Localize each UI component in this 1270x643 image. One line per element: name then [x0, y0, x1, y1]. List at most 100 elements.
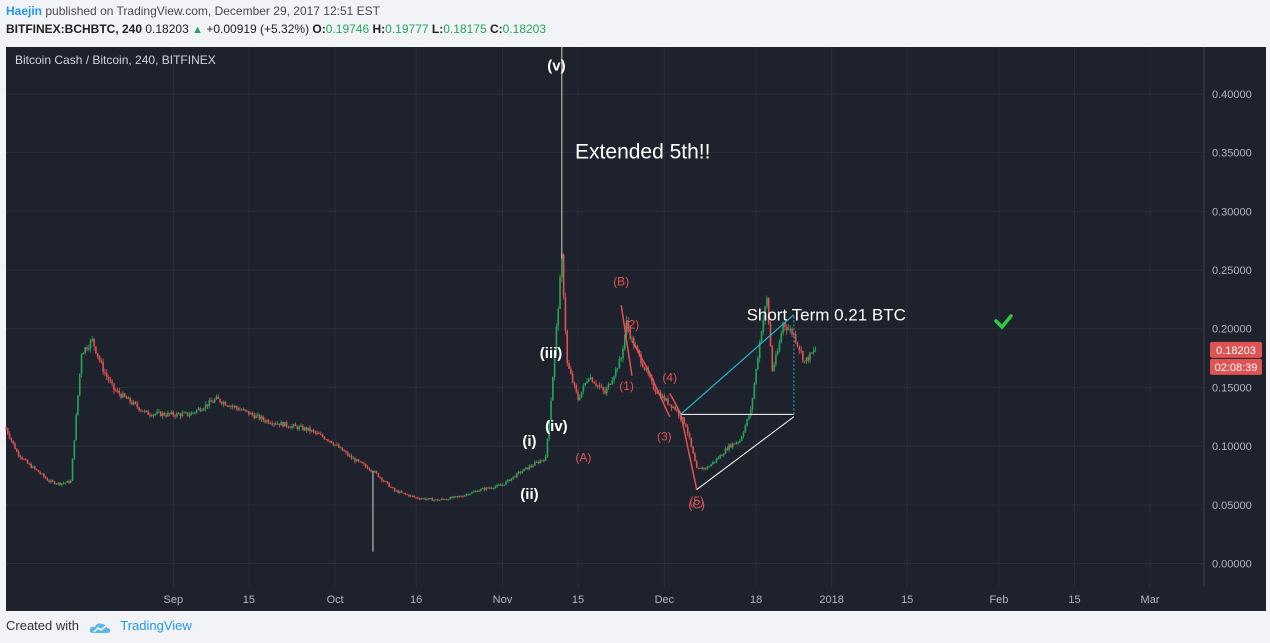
candle-body	[309, 427, 311, 432]
candle-body	[440, 498, 443, 500]
candle-body	[359, 461, 362, 463]
candle-body	[523, 468, 525, 472]
current-price-tag	[1210, 341, 1262, 358]
candle-body	[686, 426, 689, 434]
wave-annotation: (ii)	[520, 486, 538, 503]
up-arrow-icon: ▲	[192, 24, 203, 36]
candle-body	[773, 364, 775, 371]
candle-body	[706, 466, 709, 469]
candle-body	[730, 444, 732, 448]
candle-body	[800, 350, 802, 352]
candle-body	[363, 463, 365, 465]
candle-body	[318, 432, 320, 435]
candle-body	[107, 376, 110, 381]
high-label: H:	[372, 22, 386, 36]
wave-annotation: (iv)	[545, 418, 568, 435]
x-tick-label: 15	[901, 594, 913, 606]
candle-body	[327, 439, 329, 441]
candle-body	[84, 347, 86, 353]
candle-body	[514, 476, 516, 478]
candle-body	[222, 402, 225, 405]
candle-body	[498, 484, 500, 486]
candle-body	[541, 460, 543, 462]
candle-body	[96, 353, 99, 357]
candle-body	[728, 444, 730, 451]
candle-body	[679, 416, 682, 419]
candle-body	[172, 412, 175, 416]
candle-body	[588, 378, 590, 382]
candle-body	[113, 383, 115, 391]
candle-body	[140, 410, 142, 412]
candle-body	[258, 414, 261, 420]
candle-body	[645, 368, 648, 370]
candle-body	[379, 476, 381, 478]
wave-annotation: (1)	[619, 379, 634, 393]
candle-body	[735, 442, 738, 445]
candle-body	[553, 350, 556, 378]
created-with-label: Created with	[6, 618, 79, 633]
candle-body	[703, 467, 705, 470]
open-label: O:	[312, 22, 326, 36]
candle-body	[789, 329, 792, 331]
candle-body	[731, 443, 734, 448]
candle-body	[420, 498, 423, 500]
candle-body	[517, 471, 520, 473]
candle-body	[622, 348, 624, 359]
price-chart[interactable]: 0.00000 0.05000 0.10000 0.15000 0.20000 0.250…	[0, 40, 1270, 612]
triangle-line	[696, 416, 795, 490]
candle-body	[598, 385, 601, 387]
candle-body	[539, 460, 542, 464]
candle-body	[111, 381, 113, 384]
candle-body	[78, 373, 81, 396]
candle-body	[589, 377, 592, 379]
candle-body	[260, 416, 263, 420]
candle-body	[476, 491, 479, 493]
candle-body	[697, 468, 700, 470]
plot-background	[6, 47, 1204, 587]
candle-body	[190, 412, 193, 416]
candle-body	[159, 411, 162, 417]
candle-body	[481, 488, 484, 490]
candle-body	[577, 391, 579, 400]
candle-body	[426, 499, 428, 501]
tradingview-link[interactable]: TradingView	[120, 618, 192, 633]
y-tick-label: 0.05000	[1212, 500, 1252, 512]
candle-body	[62, 483, 65, 485]
wave-annotation: (i)	[522, 433, 536, 450]
candle-body	[713, 461, 716, 463]
candle-body	[123, 393, 126, 397]
candle-body	[188, 415, 191, 417]
candle-body	[807, 357, 810, 361]
candle-body	[233, 406, 236, 408]
candle-body	[120, 394, 122, 398]
candle-body	[762, 319, 765, 332]
chart-title: Bitcoin Cash / Bitcoin, 240, BITFINEX	[15, 53, 216, 67]
candle-body	[742, 432, 745, 437]
candle-body	[48, 480, 50, 483]
candle-body	[17, 451, 20, 456]
candle-body	[665, 398, 667, 401]
candle-body	[579, 397, 581, 400]
candle-body	[388, 482, 390, 487]
candle-body	[278, 423, 281, 426]
candle-body	[316, 432, 318, 434]
candle-body	[766, 298, 768, 307]
symbol-label: BITFINEX:BCHBTC, 240	[6, 22, 143, 36]
candle-body	[384, 481, 387, 483]
candle-body	[275, 423, 277, 425]
candle-body	[154, 413, 157, 415]
candle-body	[249, 412, 252, 415]
candle-body	[39, 472, 41, 474]
x-tick-label: 15	[243, 594, 255, 606]
candle-body	[796, 342, 799, 347]
candle-body	[454, 496, 457, 498]
candle-body	[269, 423, 272, 425]
candle-body	[321, 434, 324, 437]
candle-body	[336, 444, 338, 446]
candle-body	[224, 402, 227, 406]
candle-body	[733, 443, 736, 445]
candle-body	[239, 409, 241, 411]
candle-body	[555, 326, 558, 351]
ohlc-line: BITFINEX:BCHBTC, 240 0.18203 ▲ +0.00919 …	[6, 22, 546, 36]
author-name[interactable]: Haejin	[6, 4, 43, 18]
